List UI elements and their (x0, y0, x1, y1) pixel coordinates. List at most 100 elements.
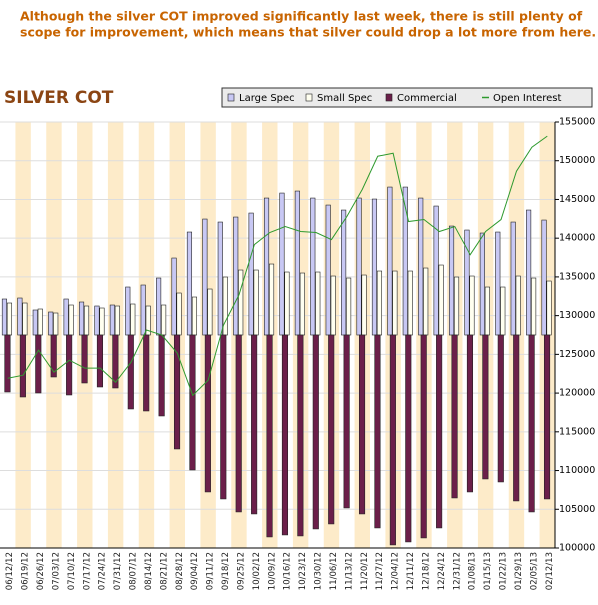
x-tick-label: 11/06/12 (329, 552, 339, 590)
x-tick-label: 07/10/12 (67, 552, 77, 590)
bar (140, 284, 146, 336)
bar (325, 204, 331, 336)
bar (78, 301, 85, 336)
bar (99, 307, 105, 336)
x-tick-label: 10/23/12 (298, 552, 308, 590)
bar (433, 205, 439, 336)
bar (94, 305, 100, 336)
bar (158, 334, 165, 417)
bar (343, 334, 350, 509)
bar (114, 305, 120, 336)
caption: Although the silver COT improved signifi… (20, 9, 583, 24)
bar (191, 296, 198, 336)
legend-swatch (227, 93, 235, 102)
bar (528, 334, 535, 513)
bar (376, 270, 383, 336)
x-tick-label: 10/30/12 (314, 552, 324, 590)
caption: scope for improvement, which means that … (20, 25, 596, 40)
y2-tick-label: 105000 (559, 504, 595, 515)
y2-tick-label: 150000 (559, 155, 595, 166)
x-tick-label: 09/18/12 (221, 552, 231, 590)
bar (469, 275, 475, 336)
legend-label: Open Interest (493, 93, 562, 104)
y2-tick-label: 125000 (559, 349, 595, 360)
bar (37, 308, 43, 336)
bar (96, 334, 104, 388)
bar (83, 305, 90, 336)
x-tick-label: 01/29/13 (514, 552, 524, 590)
bar (407, 270, 413, 336)
y2-tick-label: 155000 (559, 117, 595, 128)
y2-tick-label: 145000 (559, 194, 595, 205)
bar (500, 286, 506, 336)
bar (186, 231, 193, 336)
x-tick-label: 09/04/12 (190, 552, 200, 590)
x-tick-label: 06/19/12 (21, 552, 31, 590)
bar (341, 209, 347, 336)
bar (253, 269, 259, 336)
bar (484, 286, 490, 336)
bar (466, 334, 474, 493)
bar (161, 304, 167, 336)
bar (438, 264, 444, 336)
bar (173, 334, 181, 450)
bar (497, 334, 504, 483)
bar (374, 334, 381, 529)
x-tick-label: 07/24/12 (98, 552, 108, 590)
y2-tick-label: 135000 (559, 271, 595, 282)
legend-label: Large Spec (239, 93, 295, 104)
x-tick-label: 11/20/12 (360, 552, 370, 590)
bar (513, 334, 520, 502)
bar (453, 276, 460, 336)
x-tick-label: 02/12/13 (545, 552, 555, 590)
bar (392, 270, 398, 336)
x-tick-label: 01/22/13 (499, 552, 509, 590)
bar (233, 216, 239, 336)
x-tick-label: 12/24/12 (437, 552, 447, 590)
bar (405, 334, 412, 543)
x-tick-label: 11/13/12 (344, 552, 354, 590)
bar (436, 334, 443, 529)
y2-tick-label: 115000 (559, 426, 595, 437)
bar (35, 334, 42, 394)
bar (495, 231, 501, 336)
x-tick-label: 06/12/12 (5, 552, 15, 590)
legend-box (221, 87, 593, 108)
bar (4, 334, 11, 393)
x-tick-label: 07/03/12 (51, 552, 61, 590)
bar (389, 334, 396, 546)
bar (112, 334, 119, 389)
bar (310, 197, 316, 336)
bar (50, 334, 57, 378)
bar (281, 334, 289, 536)
bar (294, 190, 300, 336)
x-tick-label: 01/15/13 (483, 552, 493, 590)
bar (541, 219, 547, 336)
bar (482, 334, 489, 480)
x-tick-label: 01/08/13 (468, 552, 478, 590)
x-tick-label: 08/21/12 (159, 552, 169, 590)
y2-tick-label: 130000 (559, 310, 595, 321)
bar (238, 269, 244, 336)
bar (204, 334, 211, 493)
bar (531, 277, 537, 336)
bar (479, 232, 485, 336)
x-tick-label: 11/27/12 (375, 552, 385, 590)
bar (356, 197, 362, 336)
bar (248, 212, 254, 336)
x-tick-label: 07/31/12 (113, 552, 123, 590)
bar (6, 302, 13, 336)
x-tick-label: 09/11/12 (206, 552, 216, 590)
x-tick-label: 10/02/12 (252, 552, 262, 590)
x-tick-label: 08/07/12 (129, 552, 139, 590)
bar (156, 277, 162, 336)
bar (361, 274, 367, 336)
bar (268, 263, 275, 336)
bar (53, 312, 59, 336)
bar (202, 218, 208, 336)
bar (346, 277, 352, 336)
bar (176, 292, 182, 336)
x-tick-label: 06/26/12 (36, 552, 46, 590)
bar (207, 288, 213, 336)
x-tick-label: 08/28/12 (175, 552, 185, 590)
